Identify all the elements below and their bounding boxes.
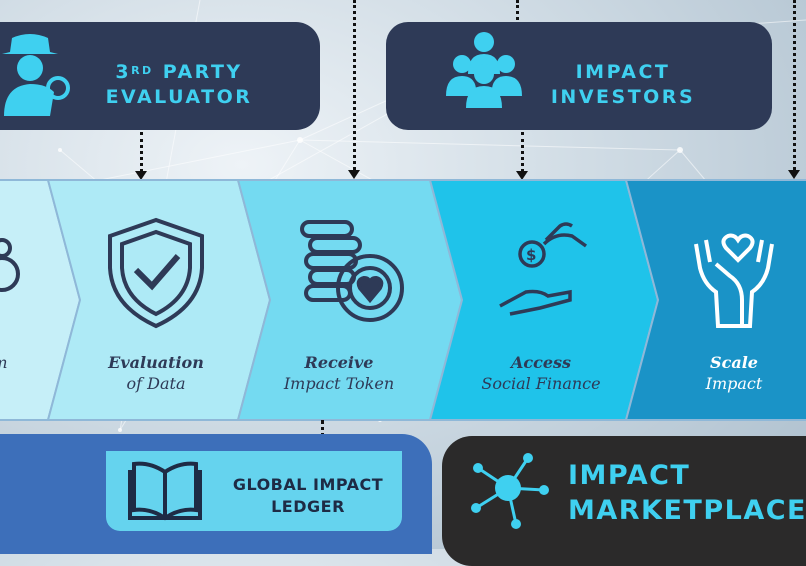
investors-label: IMPACT INVESTORS: [548, 60, 698, 110]
step-label-2: Evaluation of Data: [71, 352, 241, 394]
evaluator-line2: EVALUATOR: [105, 86, 253, 108]
step-1-line2: m: [0, 353, 8, 372]
investors-box: [386, 22, 772, 130]
evaluator-box: [0, 22, 320, 130]
investors-line1: IMPACT: [575, 61, 671, 83]
process-chevrons: $: [0, 179, 806, 421]
step-label-1: m: [0, 352, 85, 373]
connector-top-a: [353, 0, 356, 170]
arrowhead-icon: [788, 170, 800, 179]
step-5-line1: Scale: [710, 353, 758, 372]
open-book-icon: [128, 461, 202, 521]
investors-line2: INVESTORS: [550, 86, 696, 108]
step-3-line2: Impact Token: [283, 374, 395, 393]
connector-top-c: [793, 0, 796, 170]
network-hub-icon: [471, 453, 549, 529]
connector-investors: [521, 132, 524, 172]
arrowhead-icon: [516, 171, 528, 180]
arrowhead-icon: [135, 171, 147, 180]
step-2-line2: of Data: [126, 374, 186, 393]
detective-icon: [2, 34, 70, 116]
step-2-line1: Evaluation: [108, 353, 204, 372]
connector-ledger: [321, 420, 324, 444]
connector-evaluator: [140, 132, 143, 172]
ledger-label: GLOBAL IMPACT LEDGER: [218, 474, 398, 518]
coin-stack-heart-icon: [300, 220, 404, 322]
svg-text:$: $: [526, 246, 536, 264]
step-label-3: Receive Impact Token: [254, 352, 424, 394]
evaluator-line1-sup: RD: [131, 64, 154, 77]
evaluator-label: 3RD PARTY EVALUATOR: [94, 60, 264, 110]
ledger-line1: GLOBAL IMPACT: [232, 475, 384, 494]
hand-coin-icon: $: [499, 222, 588, 316]
gears-icon: [0, 238, 20, 292]
hands-heart-icon: [694, 233, 774, 328]
connector-top-b: [516, 0, 519, 20]
step-4-line1: Access: [510, 353, 572, 372]
marketplace-line1: IMPACT: [568, 460, 691, 491]
shield-check-icon: [108, 217, 204, 329]
marketplace-line2: MARKETPLACE: [568, 495, 806, 526]
arrowhead-icon: [348, 170, 360, 179]
marketplace-label: IMPACT MARKETPLACE: [568, 458, 806, 528]
ledger-line2: LEDGER: [271, 497, 345, 516]
step-4-line2: Social Finance: [481, 374, 601, 393]
people-group-icon: [446, 32, 522, 108]
step-3-line1: Receive: [304, 353, 374, 372]
step-label-4: Access Social Finance: [456, 352, 626, 394]
step-label-5: Scale Impact: [649, 352, 806, 394]
evaluator-line1-rest: PARTY: [153, 61, 243, 83]
evaluator-line1-prefix: 3: [115, 61, 132, 83]
step-5-line2: Impact: [705, 374, 763, 393]
marketplace-box: [442, 436, 806, 566]
